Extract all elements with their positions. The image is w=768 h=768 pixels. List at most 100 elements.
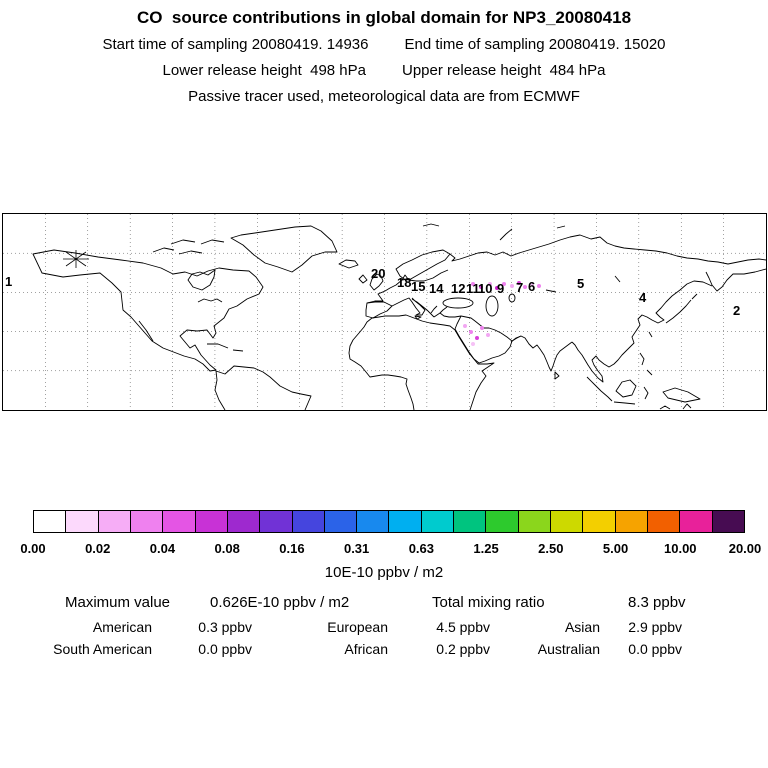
- max-value-label: Maximum value: [65, 594, 171, 611]
- colorbar-segment: [583, 511, 616, 532]
- trajectory-point-label: 12: [451, 281, 465, 296]
- colorbar-segment: [34, 511, 67, 532]
- source-contribution-dot: [486, 333, 490, 337]
- colorbar-tick: 0.31: [343, 541, 370, 556]
- region-name: African: [344, 641, 388, 657]
- source-contribution-dot: [502, 282, 506, 286]
- trajectory-point-label: 2: [733, 303, 740, 318]
- region-value: 0.0 ppbv: [628, 641, 682, 657]
- colorbar-segment: [551, 511, 584, 532]
- coastline-italy-balkans: [391, 297, 441, 320]
- colorbar-unit: 10E-10 ppbv / m2: [324, 564, 444, 581]
- trajectory-point-label: 4: [639, 290, 647, 305]
- max-value: 0.626E-10 ppbv / m2: [210, 594, 350, 611]
- region-name: European: [327, 619, 388, 635]
- region-name: Australian: [537, 641, 600, 657]
- source-contribution-dot: [537, 284, 541, 288]
- source-contribution-dot: [463, 324, 467, 328]
- colorbar-tick: 2.50: [538, 541, 564, 556]
- coastline-asia-pacific: [571, 268, 766, 383]
- lower-release-text: Lower release height 498 hPa: [162, 62, 366, 79]
- colorbar-segment: [227, 511, 261, 532]
- source-contribution-dot: [530, 282, 534, 286]
- colorbar-segment: [486, 511, 519, 532]
- coastline-greenland: [230, 225, 338, 273]
- trajectory-point-label: 1: [5, 274, 12, 289]
- tracer-info-line: Passive tracer used, meteorological data…: [0, 88, 768, 105]
- region-value: 0.2 ppbv: [436, 641, 490, 657]
- coastline-scandinavia: [395, 249, 451, 282]
- source-contribution-dot: [510, 284, 514, 288]
- trajectory-point-label: 20: [371, 266, 385, 281]
- source-contribution-dot: [523, 285, 527, 289]
- source-contribution-dot: [488, 282, 492, 286]
- coastline-africa: [348, 314, 495, 410]
- coastline-south-america: [214, 365, 312, 410]
- total-mixing-ratio-value: 8.3 ppbv: [628, 594, 686, 611]
- region-name: Asian: [564, 619, 600, 635]
- coastline-arabia: [454, 315, 522, 364]
- coastline-arctic-islands-eurasia: [422, 223, 566, 241]
- trajectory-point-label: 7: [516, 280, 523, 295]
- coastline-caribbean: [207, 343, 244, 352]
- region-name: American: [92, 619, 152, 635]
- colorbar-tick: 1.25: [473, 541, 499, 556]
- map-grid: [3, 214, 766, 410]
- lake-baikal: [614, 275, 621, 283]
- trajectory-point-label: 15: [411, 279, 425, 294]
- coastline-north-america: [32, 249, 264, 372]
- source-contribution-dot: [471, 342, 475, 346]
- colorbar-segment: [130, 511, 164, 532]
- coastline-uk-ireland: [358, 273, 384, 291]
- colorbar-segment: [292, 511, 325, 532]
- colorbar-segment: [615, 511, 648, 532]
- coastline-great-lakes: [197, 298, 223, 303]
- colorbar-segment: [389, 511, 422, 532]
- coastline-se-asia-islands: [554, 331, 701, 410]
- colorbar-tick: 0.08: [214, 541, 240, 556]
- source-contribution-dot: [517, 281, 521, 285]
- colorbar-segment: [66, 511, 99, 532]
- coastline-iberia: [365, 301, 393, 319]
- release-height-line: Lower release height 498 hPa Upper relea…: [0, 62, 768, 79]
- colorbar-segment: [324, 511, 358, 532]
- tracer-text: Passive tracer used, meteorological data…: [188, 88, 580, 105]
- trajectory-point-label: 14: [429, 281, 444, 296]
- colorbar-tick: 20.00: [728, 541, 762, 556]
- colorbar-tick: 0.02: [85, 541, 111, 556]
- sampling-time-line: Start time of sampling 20080419. 14936 E…: [0, 36, 768, 53]
- colorbar-segment: [421, 511, 455, 532]
- colorbar-segment: [647, 511, 681, 532]
- colorbar-segment: [195, 511, 228, 532]
- world-map: 1 20 18 15 14 12 11 10 9 7 6 5 4 2: [2, 213, 767, 411]
- coastlines: [32, 223, 766, 410]
- caspian-sea: [485, 295, 499, 317]
- colorbar-segment: [454, 511, 487, 532]
- lake-balkhash: [545, 289, 557, 293]
- coastline-france-northsea: [366, 279, 403, 304]
- trajectory-point-label: 5: [577, 276, 584, 291]
- colorbar-tick: 0.00: [20, 541, 46, 556]
- trajectory-point-label: 9: [497, 281, 504, 296]
- coastline-hudson-bay: [187, 269, 216, 291]
- colorbar: [33, 510, 745, 533]
- black-sea: [442, 297, 474, 309]
- source-contribution-dot: [475, 336, 479, 340]
- region-value: 2.9 ppbv: [628, 619, 682, 635]
- start-time-text: Start time of sampling 20080419. 14936: [102, 36, 369, 53]
- release-point-marker-icon: [65, 251, 87, 267]
- trajectory-point-label: 11: [466, 281, 480, 296]
- trajectory-point-label: 18: [397, 275, 411, 290]
- region-value: 0.0 ppbv: [198, 641, 252, 657]
- end-time-text: End time of sampling 20080419. 15020: [404, 36, 666, 53]
- coastline-baja: [138, 320, 154, 342]
- colorbar-tick: 5.00: [602, 541, 629, 556]
- summary-stats-line: Maximum value 0.626E-10 ppbv / m2 Total …: [0, 594, 768, 614]
- colorbar-ticks: 0.00 0.02 0.04 0.08 0.16 0.31 0.63 1.25 2.50 5.00…: [20, 541, 761, 557]
- source-contribution-dot: [469, 330, 473, 334]
- colorbar-segment: [98, 511, 131, 532]
- colorbar-tick: 10.00: [663, 541, 697, 556]
- colorbar-segment: [712, 511, 744, 532]
